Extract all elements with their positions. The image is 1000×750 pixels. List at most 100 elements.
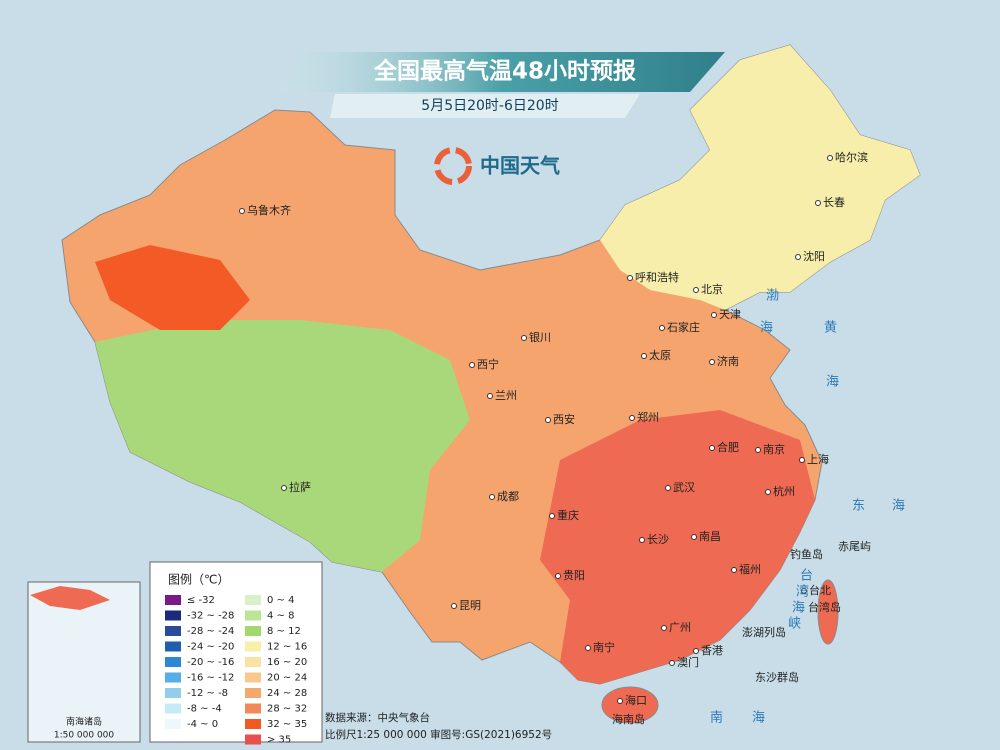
subtitle-banner bbox=[330, 94, 640, 118]
legend-label: > 35 bbox=[267, 735, 291, 746]
legend-swatch bbox=[245, 703, 261, 714]
city-label: 呼和浩特 bbox=[635, 270, 679, 284]
data-source: 数据来源：中央气象台 bbox=[325, 711, 430, 724]
city-label: 合肥 bbox=[717, 440, 739, 454]
legend-swatch bbox=[245, 595, 261, 605]
city-label: 南昌 bbox=[699, 530, 721, 543]
city-dot bbox=[469, 362, 475, 368]
city-label: 拉萨 bbox=[289, 480, 311, 494]
legend-label: 32 ~ 35 bbox=[267, 719, 307, 730]
legend-swatch bbox=[165, 626, 181, 636]
city-dot bbox=[487, 393, 493, 399]
legend-label: 28 ~ 32 bbox=[267, 704, 307, 715]
city-dot bbox=[693, 287, 699, 293]
hainan bbox=[601, 686, 659, 724]
city-label: 沈阳 bbox=[803, 249, 825, 263]
legend-swatch bbox=[245, 734, 261, 745]
brand: 中国天气 bbox=[480, 154, 560, 178]
city-label: 西安 bbox=[553, 412, 575, 426]
sea-label: 海 bbox=[892, 499, 905, 514]
legend-label: -12 ~ -8 bbox=[187, 688, 228, 699]
legend-label: 8 ~ 12 bbox=[267, 626, 301, 637]
city-label: 银川 bbox=[529, 330, 551, 344]
inset-land bbox=[30, 586, 110, 610]
place-label: 海南岛 bbox=[612, 712, 645, 726]
sea-label: 海 bbox=[792, 601, 805, 616]
city-label: 乌鲁木齐 bbox=[247, 203, 291, 217]
legend-label: 4 ~ 8 bbox=[267, 611, 294, 622]
city-dot bbox=[801, 588, 807, 594]
title: 全国最高气温48小时预报 bbox=[373, 58, 636, 85]
place-label: 台湾岛 bbox=[808, 600, 841, 614]
city-label: 杭州 bbox=[773, 484, 795, 498]
legend-swatch bbox=[245, 641, 261, 652]
legend-swatch bbox=[245, 719, 261, 729]
city-dot bbox=[755, 447, 761, 453]
city-dot bbox=[795, 254, 801, 260]
place-label: 赤尾屿 bbox=[838, 540, 871, 553]
city-dot bbox=[659, 325, 665, 331]
cool-north bbox=[600, 45, 920, 310]
city-dot bbox=[711, 312, 717, 318]
city-label: 澳门 bbox=[677, 655, 699, 669]
city-label: 太原 bbox=[649, 349, 671, 362]
city-dot bbox=[555, 573, 561, 579]
sea-label: 湾 bbox=[796, 584, 809, 600]
taiwan bbox=[817, 579, 839, 645]
sea-label: 台 bbox=[800, 569, 813, 584]
city-label: 台北 bbox=[809, 583, 831, 597]
city-dot bbox=[545, 417, 551, 423]
city-dot bbox=[521, 335, 527, 341]
city-label: 兰州 bbox=[495, 389, 517, 402]
city-dot bbox=[489, 494, 495, 500]
city-dot bbox=[693, 648, 699, 654]
place-label: 东沙群岛 bbox=[755, 670, 799, 684]
legend-swatch bbox=[165, 719, 181, 729]
legend-label: -16 ~ -12 bbox=[187, 673, 234, 684]
city-label: 天津 bbox=[719, 308, 741, 321]
sea-label: 海 bbox=[752, 711, 765, 726]
city-label: 香港 bbox=[701, 644, 723, 657]
legend-swatch bbox=[165, 610, 181, 621]
city-label: 长沙 bbox=[647, 533, 669, 546]
city-label: 重庆 bbox=[557, 508, 579, 522]
city-dot bbox=[709, 359, 715, 365]
city-dot bbox=[665, 485, 671, 491]
inset-title: 南海诸岛 bbox=[66, 716, 102, 728]
legend-swatch bbox=[245, 657, 261, 667]
legend-label: 12 ~ 16 bbox=[267, 642, 307, 653]
scale-note: 比例尺1:25 000 000 审图号:GS(2021)6952号 bbox=[325, 728, 552, 741]
cool-plateau bbox=[95, 320, 470, 572]
city-label: 长春 bbox=[823, 196, 845, 209]
inset-scale: 1:50 000 000 bbox=[54, 731, 115, 741]
city-label: 昆明 bbox=[459, 599, 481, 612]
legend-swatch bbox=[245, 688, 261, 698]
city-label: 郑州 bbox=[637, 410, 659, 424]
legend-swatch bbox=[165, 657, 181, 667]
legend-swatch bbox=[245, 626, 261, 636]
sea-label: 渤 bbox=[766, 288, 779, 304]
city-dot bbox=[239, 208, 245, 214]
sea-label: 黄 bbox=[824, 321, 837, 336]
city-dot bbox=[627, 275, 633, 281]
inset-map bbox=[27, 581, 141, 743]
legend-swatch bbox=[245, 610, 261, 621]
brand-logo bbox=[434, 147, 472, 185]
sea-label: 海 bbox=[760, 321, 773, 336]
legend-swatch bbox=[165, 595, 181, 605]
place-label: 钓鱼岛 bbox=[790, 547, 823, 561]
legend-label: ≤ -32 bbox=[187, 595, 215, 606]
legend-label: 16 ~ 20 bbox=[267, 657, 307, 668]
legend-label: 20 ~ 24 bbox=[267, 673, 307, 684]
city-label: 上海 bbox=[807, 452, 829, 466]
legend-label: -20 ~ -16 bbox=[187, 657, 234, 668]
city-label: 贵阳 bbox=[563, 569, 585, 582]
city-dot bbox=[639, 537, 645, 543]
city-label: 广州 bbox=[669, 621, 691, 634]
city-label: 北京 bbox=[701, 282, 723, 296]
legend-title: 图例（℃） bbox=[168, 573, 229, 587]
city-dot bbox=[549, 513, 555, 519]
legend-swatch bbox=[245, 672, 261, 683]
